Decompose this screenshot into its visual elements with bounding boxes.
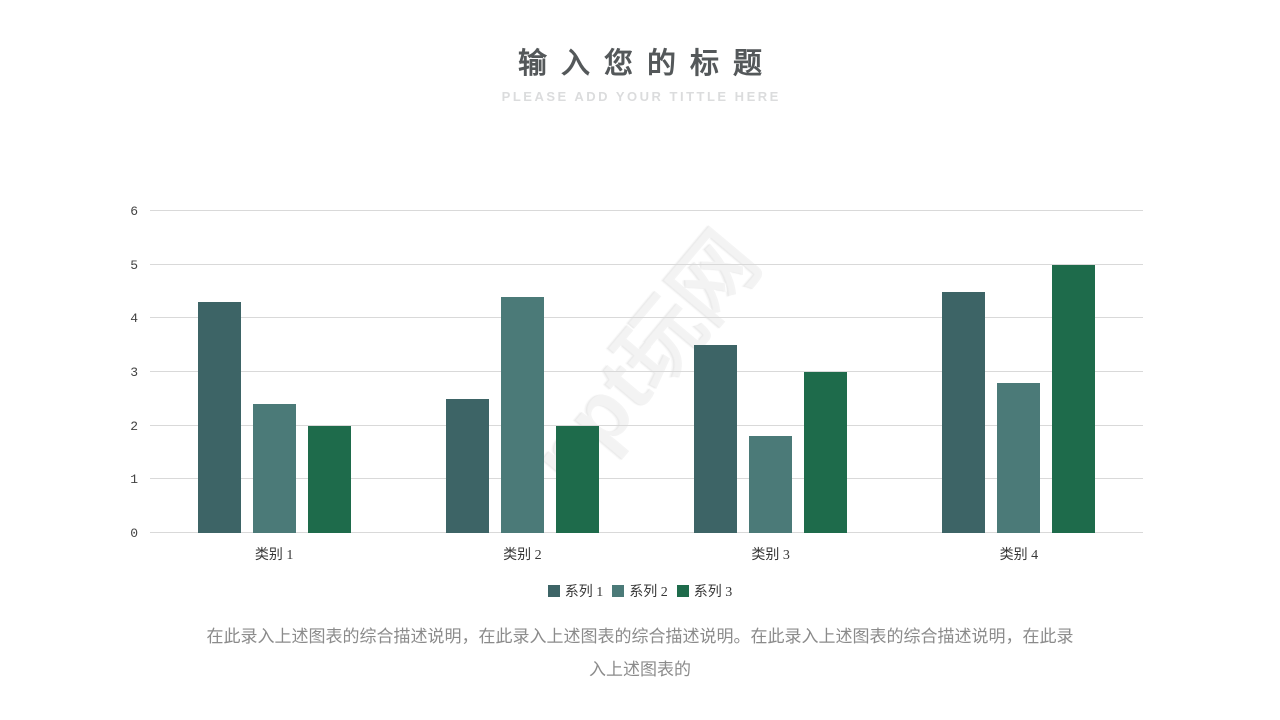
y-axis-tick-label: 5 [130,257,138,273]
bar-series3-category3 [804,372,848,533]
legend-label: 系列 1 [564,585,604,600]
y-axis-tick-label: 3 [130,365,138,380]
plot-area: 0 1 2 3 4 5 6 类别 1 类别 2 类别 3 类别 4 [130,204,1143,563]
bar-series3-category2 [555,425,599,533]
bar-series2-category1 [252,404,296,533]
legend-swatch-icon [612,585,625,597]
y-axis-tick-label: 4 [130,311,138,327]
y-axis-tick-label: 6 [130,204,138,219]
x-axis-category-label: 类别 3 [751,548,790,563]
x-axis-category-label: 类别 1 [254,548,294,563]
y-axis-tick-label: 0 [130,526,138,541]
page-subtitle: PLEASE ADD YOUR TITTLE HERE [501,89,781,104]
gridline [150,263,1143,265]
legend-item: 系列 2 [612,581,668,601]
gridline [150,478,1143,480]
legend-label: 系列 3 [693,585,733,600]
gridline [150,424,1143,426]
legend-swatch-icon [676,585,689,597]
y-axis-tick-label: 2 [130,418,138,434]
page-title: 输入您的标题 [517,48,776,80]
x-axis-category-label: 类别 2 [503,548,542,563]
x-axis-category-label: 类别 4 [999,548,1039,563]
bar-series1-category1 [197,302,241,533]
slide-header: 输入您的标题 PLEASE ADD YOUR TITTLE HERE [0,40,1280,104]
bar-series1-category3 [694,345,738,533]
bar-series1-category4 [942,291,986,533]
legend-item: 系列 3 [676,581,733,601]
bar-series2-category2 [500,296,544,533]
bar-series2-category3 [749,436,793,533]
legend-label: 系列 2 [629,585,668,600]
gridline [150,532,1143,533]
chart-description: 在此录入上述图表的综合描述说明，在此录入上述图表的综合描述说明。在此录入上述图表… [206,627,1074,679]
legend-item: 系列 1 [547,581,604,601]
y-axis-tick-label: 1 [130,472,138,488]
bar-series3-category4 [1052,264,1096,533]
gridline [150,371,1143,372]
bar-series2-category4 [997,382,1041,533]
bar-series1-category2 [445,398,489,533]
chart-legend: 系列 1 系列 2 系列 3 [0,581,1280,601]
gridline [150,317,1143,319]
bar-series3-category1 [307,425,351,533]
gridline [150,210,1143,211]
legend-swatch-icon [547,585,560,597]
